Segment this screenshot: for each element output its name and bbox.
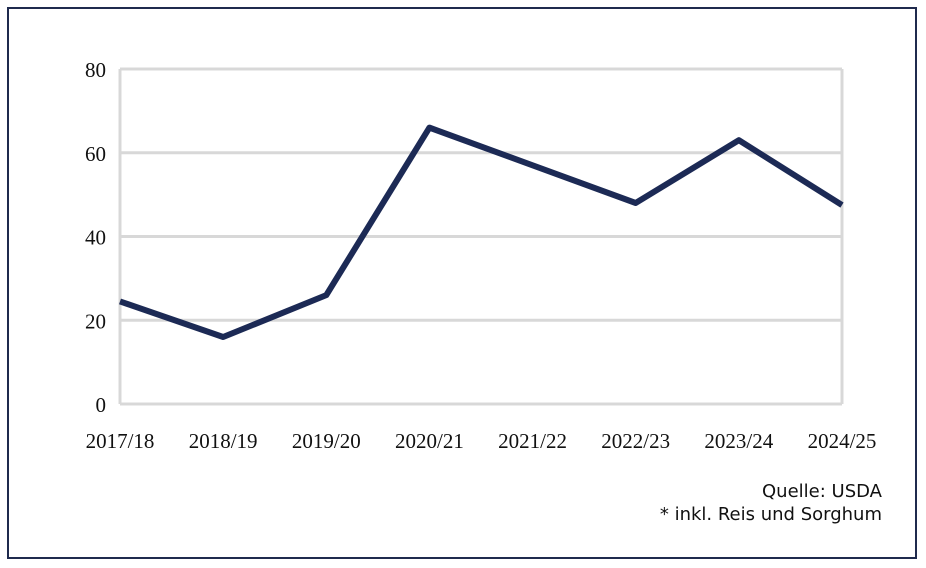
x-tick-label: 2019/20 [292,429,361,453]
y-tick-label: 60 [85,142,106,166]
x-tick-label: 2024/25 [808,429,877,453]
x-tick-label: 2021/22 [498,429,567,453]
chart-frame [7,7,917,559]
series-layer [119,124,844,340]
x-tick-label: 2022/23 [601,429,670,453]
x-tick-label: 2017/18 [86,429,155,453]
y-axis-ticks: 0 20 40 60 80 [85,58,106,417]
x-tick-label: 2023/24 [704,429,773,453]
y-tick-label: 0 [96,393,107,417]
x-axis-ticks: 2017/18 2018/19 2019/20 2020/21 2021/22 2022/… [86,429,877,453]
y-tick-label: 20 [85,309,106,333]
series-line [119,124,844,340]
x-tick-label: 2020/21 [395,429,464,453]
x-tick-label: 2018/19 [189,429,258,453]
footnote: * inkl. Reis und Sorghum [659,504,882,525]
y-tick-label: 40 [85,226,106,250]
y-tick-label: 80 [85,58,106,82]
grid-layer [118,67,844,406]
source-note: Quelle: USDA [762,481,882,502]
